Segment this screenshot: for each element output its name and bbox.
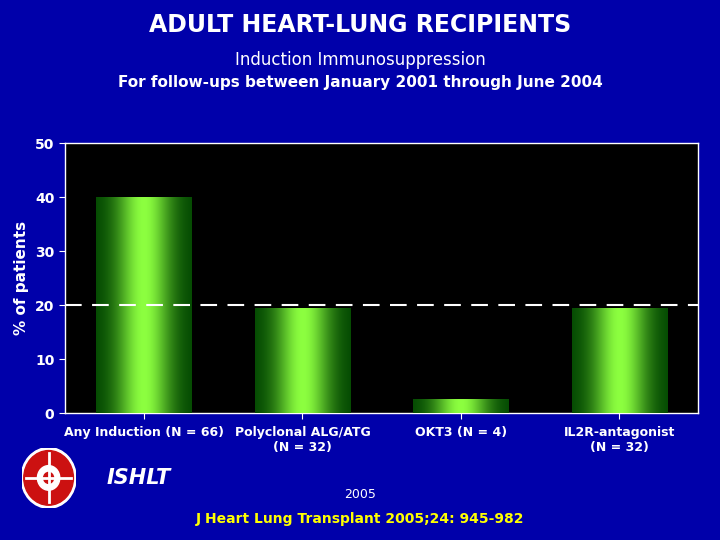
Circle shape [21, 448, 76, 508]
Text: J Heart Lung Transplant 2005;24: 945-982: J Heart Lung Transplant 2005;24: 945-982 [196, 512, 524, 526]
Text: For follow-ups between January 2001 through June 2004: For follow-ups between January 2001 thro… [117, 75, 603, 90]
Circle shape [44, 472, 53, 483]
Text: 2005: 2005 [344, 488, 376, 501]
Text: ISHLT: ISHLT [107, 468, 171, 488]
Circle shape [37, 465, 60, 490]
Circle shape [24, 450, 73, 505]
Text: Induction Immunosuppression: Induction Immunosuppression [235, 51, 485, 69]
Text: ADULT HEART-LUNG RECIPIENTS: ADULT HEART-LUNG RECIPIENTS [149, 14, 571, 37]
Y-axis label: % of patients: % of patients [14, 221, 30, 335]
